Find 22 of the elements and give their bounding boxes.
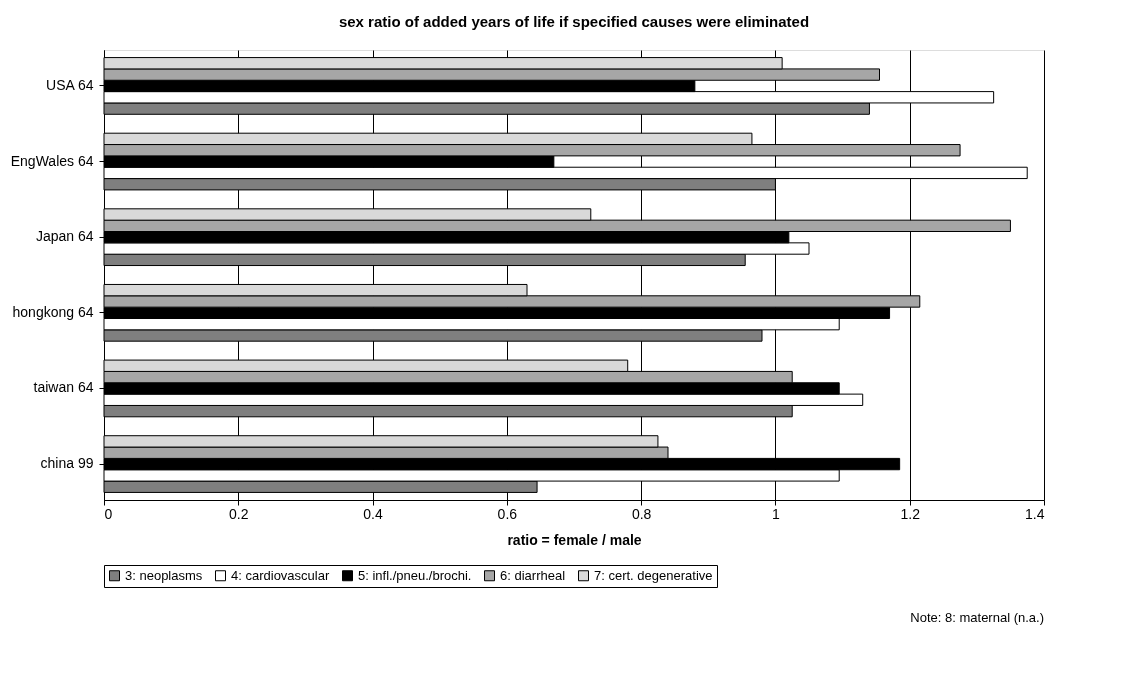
y-tick-label: hongkong 64 <box>12 303 94 320</box>
x-axis-title: ratio = female / male <box>507 531 642 548</box>
text: Note: 8: maternal (n.a.) <box>910 610 1044 625</box>
y-tick-label: USA 64 <box>46 76 94 93</box>
legend-label: 6: diarrheal <box>500 567 566 583</box>
y-tick-label: taiwan 64 <box>33 379 94 396</box>
x-tick-label: 0.4 <box>363 505 384 522</box>
legend-label: 4: cardiovascular <box>231 567 330 583</box>
x-tick-label: 1.2 <box>900 505 921 522</box>
x-tick-label: 0 <box>104 505 113 522</box>
y-tick-label: china 99 <box>40 455 94 472</box>
x-tick-label: 1.4 <box>1025 505 1045 522</box>
y-tick-label: Japan 64 <box>35 228 94 245</box>
x-tick-label: 0.6 <box>497 505 518 522</box>
legend-label: 3: neoplasms <box>125 567 203 583</box>
x-tick-label: 0.8 <box>631 505 652 522</box>
legend-label: 7: cert. degenerative <box>594 567 713 583</box>
y-tick-label: EngWales 64 <box>10 152 94 169</box>
x-tick-label: 0.2 <box>229 505 249 522</box>
legend-label: 5: infl./pneu./brochi. <box>358 567 472 583</box>
chart-title: sex ratio of added years of life if specified causes were eliminated <box>338 13 810 30</box>
x-tick-label: 1 <box>772 505 781 522</box>
